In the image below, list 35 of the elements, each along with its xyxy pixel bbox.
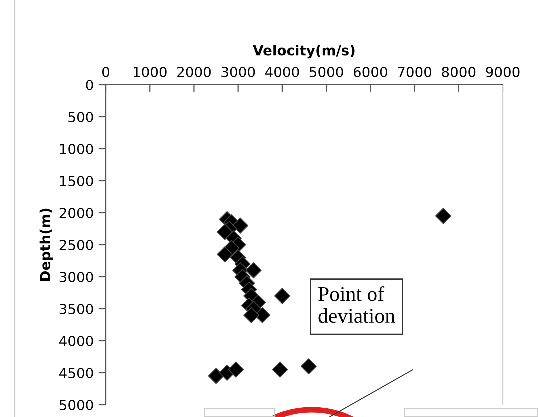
x-tick-label: 6000 bbox=[354, 66, 388, 78]
x-axis-title: Velocity(m/s) bbox=[253, 45, 355, 59]
y-tick-label: 3500 bbox=[60, 304, 94, 314]
point bbox=[274, 288, 290, 304]
x-tick-label: 1000 bbox=[134, 66, 167, 78]
y-axis-title: Depth(m) bbox=[40, 208, 54, 282]
point bbox=[217, 246, 234, 263]
annotation: Point of deviation bbox=[318, 286, 396, 324]
point bbox=[272, 362, 288, 378]
point bbox=[228, 362, 244, 378]
point bbox=[246, 262, 262, 279]
y-tick-label: 2500 bbox=[60, 240, 94, 250]
point bbox=[435, 208, 452, 224]
y-tick-label: 0 bbox=[86, 80, 94, 90]
x-tick-label: 0 bbox=[102, 66, 110, 78]
y-tick-label: 1500 bbox=[60, 176, 94, 186]
y-tick-label: 4500 bbox=[60, 368, 94, 378]
x-tick-label: 3000 bbox=[222, 66, 256, 78]
x-tick-label: 5000 bbox=[310, 66, 344, 78]
point bbox=[244, 307, 260, 324]
y-tick-label: 2000 bbox=[60, 208, 94, 218]
y-tick-label: 3000 bbox=[60, 272, 94, 282]
x-tick-label: 2000 bbox=[178, 66, 211, 78]
y-tick-label: 500 bbox=[68, 112, 94, 122]
point bbox=[217, 224, 234, 240]
x-tick-label: 4000 bbox=[265, 66, 300, 78]
y-tick-label: 5000 bbox=[60, 400, 94, 410]
point bbox=[208, 368, 224, 384]
x-tick-label: 7000 bbox=[398, 66, 432, 78]
y-tick-label: 1000 bbox=[60, 144, 94, 154]
y-tick-label: 4000 bbox=[60, 336, 94, 346]
point bbox=[232, 218, 249, 234]
point bbox=[300, 358, 317, 375]
x-tick-label: 8000 bbox=[442, 66, 476, 78]
x-tick-label: 9000 bbox=[486, 66, 520, 78]
